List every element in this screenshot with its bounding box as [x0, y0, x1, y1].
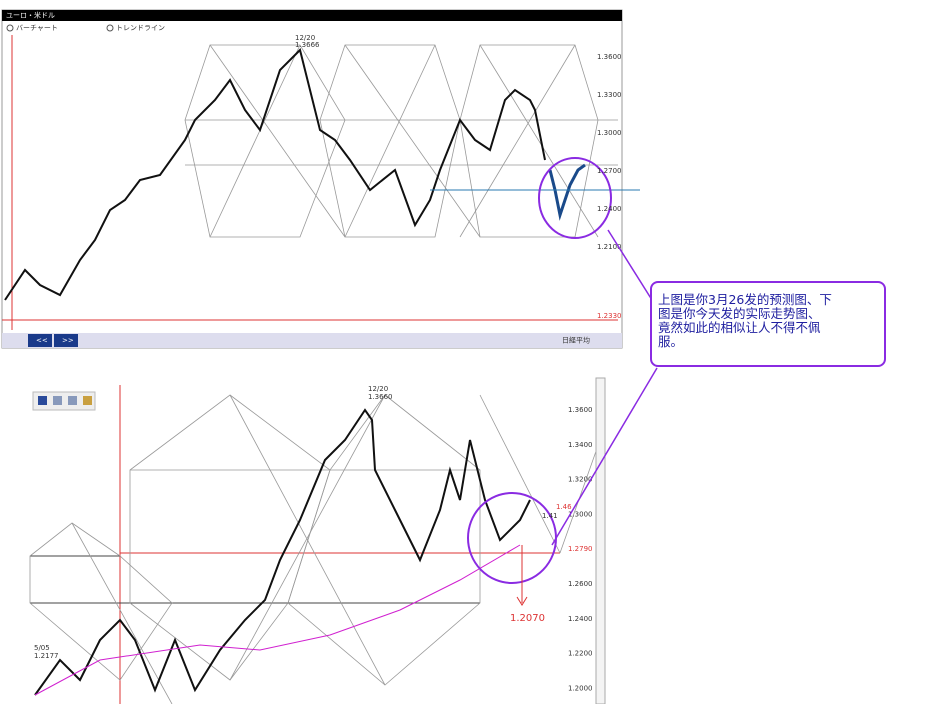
- price-label: 1.2400: [568, 615, 593, 623]
- price-label: 1.2790: [568, 545, 593, 553]
- bottom-chart-frame: [30, 378, 605, 704]
- note-line: 竟然如此的相似让人不得不佩: [658, 320, 821, 335]
- price-label: 1.3000: [568, 510, 593, 518]
- radio[interactable]: [6, 24, 14, 32]
- annotation: 1.3666: [295, 41, 320, 49]
- annotation: 1.41: [542, 512, 558, 520]
- price-label: 1.3400: [568, 441, 593, 449]
- annotation: 1.3660: [368, 393, 393, 401]
- tool-icon[interactable]: [53, 396, 62, 405]
- button-label[interactable]: <<: [36, 337, 48, 345]
- title-bar: [2, 10, 622, 21]
- tool-icon[interactable]: [68, 396, 77, 405]
- moving-average: [34, 544, 521, 696]
- annotation: 12/20: [368, 385, 388, 393]
- annotation: 12/20: [295, 34, 315, 42]
- price-label: 1.2400: [597, 205, 622, 213]
- price-line: [34, 408, 531, 696]
- scrollbar[interactable]: [595, 377, 606, 704]
- note-line: 图是你今天发的实际走势图、: [658, 306, 821, 321]
- highlight-circle: [538, 157, 612, 239]
- footer-bar: [2, 333, 622, 348]
- toolbar: [32, 391, 96, 411]
- price-label: 1.2000: [568, 684, 593, 692]
- price-label: 1.3300: [597, 91, 622, 99]
- price-label: 1.3200: [568, 476, 593, 484]
- arrow-head: [516, 596, 528, 606]
- note-line: 服。: [658, 334, 684, 349]
- print-icon[interactable]: [83, 396, 92, 405]
- radio[interactable]: [106, 24, 114, 32]
- option[interactable]: トレンドライン: [116, 24, 165, 32]
- footer-label: 日経平均: [562, 336, 590, 345]
- price-label: 1.3600: [597, 53, 622, 61]
- button[interactable]: [54, 334, 78, 347]
- gann-geometry: [29, 394, 601, 704]
- price-label: 1.2600: [568, 580, 593, 588]
- price-line: [4, 48, 546, 301]
- annotation: 5/05: [34, 644, 50, 652]
- connector: [551, 367, 658, 546]
- price-label: 1.3000: [597, 129, 622, 137]
- annotation-box: 上图是你3月26发的预测图、下 图是你今天发的实际走势图、 竟然如此的相似让人不得不…: [650, 281, 886, 367]
- price-label: 1.2330: [597, 312, 622, 320]
- top-chart-frame: [1, 9, 623, 349]
- note-line: 上图是你3月26发的预测图、下: [658, 292, 832, 307]
- connector: [607, 229, 653, 301]
- price-label: 1.3600: [568, 406, 593, 414]
- option[interactable]: バーチャート: [16, 24, 58, 32]
- save-icon[interactable]: [38, 396, 47, 405]
- button[interactable]: [28, 334, 52, 347]
- annotation: 1.46: [556, 503, 572, 511]
- price-label: 1.2200: [568, 650, 593, 658]
- price-label: 1.2700: [597, 167, 622, 175]
- annotation: 1.2177: [34, 652, 59, 660]
- target-label: 1.2070: [510, 613, 545, 624]
- top-title: ユーロ・米ドル: [6, 11, 55, 20]
- button-label[interactable]: >>: [62, 337, 74, 345]
- price-label: 1.2100: [597, 243, 622, 251]
